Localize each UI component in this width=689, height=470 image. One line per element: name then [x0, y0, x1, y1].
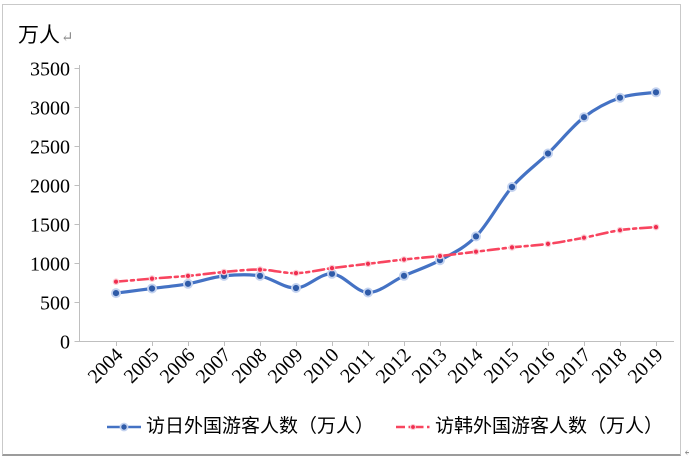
x-axis-label: 2007	[192, 344, 236, 388]
series-japan-marker	[580, 114, 588, 121]
series-japan-marker	[616, 94, 624, 101]
series-japan-marker	[400, 272, 408, 279]
legend-japan-marker	[121, 424, 127, 430]
x-axis-label: 2017	[552, 344, 596, 388]
series-korea-marker	[401, 257, 407, 262]
series-japan-marker	[508, 183, 516, 191]
x-axis-label: 2009	[264, 344, 308, 388]
series-korea-marker	[149, 276, 155, 281]
x-axis-label: 2018	[588, 344, 632, 388]
series-japan-marker	[472, 233, 480, 240]
x-axis-label: 2008	[228, 344, 272, 388]
series-korea-marker	[185, 273, 191, 278]
x-axis-label: 2012	[372, 344, 416, 388]
series-japan-marker	[544, 150, 552, 157]
legend-item-korea: 访韩外国游客人数（万人）	[395, 414, 663, 440]
series-korea-marker	[257, 267, 263, 272]
y-axis-label: 0	[60, 332, 70, 354]
x-axis-label: 2006	[156, 344, 200, 388]
y-axis-unit-label: 万人↵	[18, 22, 74, 51]
series-korea-marker	[365, 261, 371, 266]
legend-swatch-korea-line	[396, 424, 430, 430]
y-axis-label: 1500	[30, 215, 70, 237]
x-axis-label: 2004	[84, 344, 128, 388]
series-japan-marker	[364, 289, 372, 296]
series-japan-marker	[112, 290, 120, 297]
x-axis-label: 2013	[408, 344, 452, 388]
series-japan-marker	[292, 284, 300, 292]
x-axis-label: 2015	[480, 344, 524, 388]
cell-end-mark-icon: ↵	[683, 444, 689, 459]
series-japan-marker	[148, 285, 156, 292]
series-japan-marker	[328, 270, 336, 277]
y-axis-label: 2500	[30, 137, 70, 159]
series-korea-marker	[545, 241, 551, 246]
unit-text: 万人	[18, 23, 60, 47]
series-japan-marker	[256, 272, 264, 279]
legend-item-japan: 访日外国游客人数（万人）	[106, 414, 374, 440]
series-korea-marker	[473, 249, 479, 254]
series-korea-marker	[581, 235, 587, 240]
x-axis-label: 2019	[624, 344, 668, 388]
series-korea-marker	[437, 253, 443, 259]
legend-swatch-japan-line	[107, 422, 141, 432]
x-axis-label: 2005	[120, 344, 164, 388]
series-japan-line	[114, 90, 658, 295]
legend-label-japan: 访日外国游客人数（万人）	[146, 416, 375, 437]
y-axis-label: 3500	[30, 59, 70, 81]
series-korea-marker	[509, 245, 515, 250]
y-axis-label: 500	[40, 293, 70, 315]
x-axis-label: 2010	[300, 344, 344, 388]
x-axis-label: 2014	[444, 344, 488, 388]
series-korea-line	[114, 225, 658, 283]
series-japan-marker	[652, 89, 660, 96]
x-axis-label: 2016	[516, 344, 560, 388]
series-korea-marker	[329, 266, 335, 271]
x-axis-label: 2011	[336, 344, 379, 387]
legend-label-korea: 访韩外国游客人数（万人）	[435, 416, 664, 437]
series-korea-marker	[113, 279, 119, 284]
y-axis-label: 2000	[30, 176, 70, 198]
paragraph-mark-icon: ↵	[61, 30, 74, 46]
series-korea-marker	[617, 228, 623, 233]
series-korea-marker	[293, 271, 299, 276]
legend-korea-marker	[411, 425, 415, 429]
y-axis-label: 3000	[30, 98, 70, 120]
series-korea-marker	[653, 225, 659, 230]
chart-legend: 访日外国游客人数（万人） 访韩外国游客人数（万人）	[0, 414, 689, 440]
series-japan-marker	[184, 280, 192, 287]
y-axis-label: 1000	[30, 254, 70, 276]
series-korea-marker	[221, 269, 227, 275]
